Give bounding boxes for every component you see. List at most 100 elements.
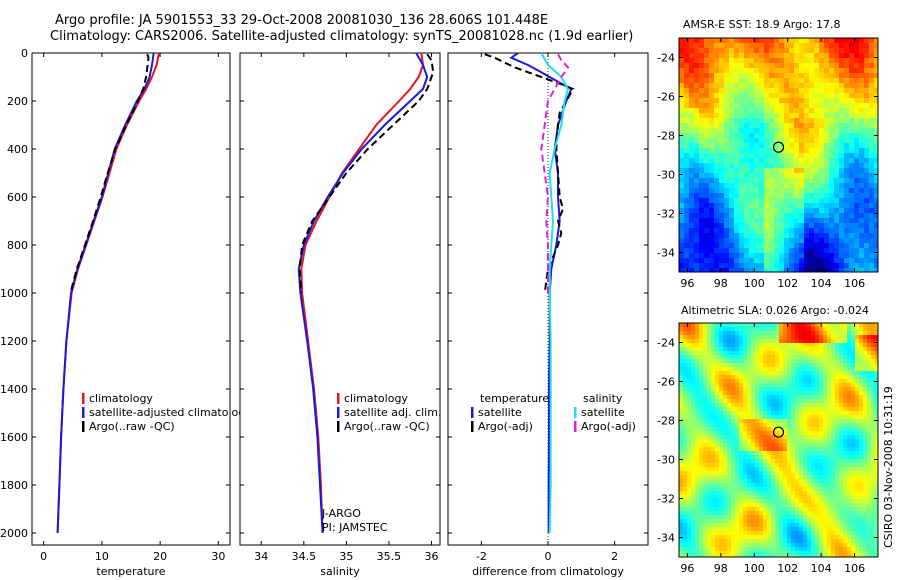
sla-map-cell <box>863 527 868 532</box>
sst-map-cell <box>754 263 760 269</box>
salinity-xtick-label: 35.5 <box>377 550 402 563</box>
sla-map-cell <box>835 423 840 428</box>
sst-map-cell <box>814 148 820 154</box>
sla-map-cell <box>763 547 768 552</box>
sst-map-cell <box>724 263 730 269</box>
sla-map-cell <box>711 551 716 556</box>
sst-map-cell <box>874 118 879 124</box>
sla-map-cell <box>795 427 800 432</box>
sst-map-cell <box>749 103 755 109</box>
sst-map-cell <box>719 48 725 54</box>
sst-map-cell <box>714 233 720 239</box>
sst-map-cell <box>744 68 750 74</box>
sst-map-cell <box>799 133 805 139</box>
sla-map-cell <box>691 387 696 392</box>
sst-map-cell <box>779 263 785 269</box>
sst-map-cell <box>734 208 740 214</box>
sst-map-cell <box>834 38 840 44</box>
sla-map-cell <box>739 323 744 328</box>
sla-map-cell <box>771 443 776 448</box>
sla-map-cell <box>699 515 704 520</box>
sst-map-cell <box>714 263 720 269</box>
sst-map-cell <box>779 208 785 214</box>
sla-map-cell <box>775 399 780 404</box>
sla-map-cell <box>851 403 856 408</box>
sst-map-cell <box>714 213 720 219</box>
sla-map-cell <box>771 491 776 496</box>
sst-map-cell <box>874 98 879 104</box>
sst-map-cell <box>789 183 795 189</box>
sst-map-cell <box>749 123 755 129</box>
sla-map-cell <box>871 491 876 496</box>
temperature-legend-swatch <box>82 421 85 432</box>
sla-map-cell <box>799 387 804 392</box>
sla-map-cell <box>807 323 812 328</box>
sla-map-cell <box>867 367 872 372</box>
sla-map-cell <box>687 447 692 452</box>
sst-map-cell <box>684 148 690 154</box>
sla-map-cell <box>807 495 812 500</box>
sla-map-cell <box>771 359 776 364</box>
sst-map-cell <box>814 233 820 239</box>
sst-map-cell <box>689 253 695 259</box>
sla-map-cell <box>839 383 844 388</box>
sla-map-cell <box>799 407 804 412</box>
sst-map-cell <box>754 218 760 224</box>
sla-map-cell <box>735 443 740 448</box>
sla-map-cell <box>787 511 792 516</box>
sst-map-cell <box>809 188 815 194</box>
sst-map-cell <box>709 193 715 199</box>
sla-map-cell <box>871 327 876 332</box>
sla-map-cell <box>727 407 732 412</box>
sla-map-cell <box>687 415 692 420</box>
sla-map-cell <box>687 483 692 488</box>
sst-map-cell <box>724 93 730 99</box>
sst-map-cell <box>724 43 730 49</box>
sst-map-cell <box>834 203 840 209</box>
sla-map-cell <box>727 491 732 496</box>
sst-map-cell <box>774 233 780 239</box>
sla-map-cell <box>723 531 728 536</box>
sla-map-cell <box>699 555 704 558</box>
sla-map-cell <box>859 347 864 352</box>
sst-map-cell <box>844 83 850 89</box>
sla-map-cell <box>787 375 792 380</box>
sla-map-cell <box>875 443 879 448</box>
sla-map-cell <box>771 399 776 404</box>
sst-map-cell <box>754 243 760 249</box>
sla-map-cell <box>855 359 860 364</box>
sla-map-cell <box>739 331 744 336</box>
difference-xlabel: difference from climatology <box>472 565 624 578</box>
sla-map-cell <box>731 439 736 444</box>
sla-map-cell <box>867 455 872 460</box>
sst-map-cell <box>779 58 785 64</box>
sla-map-cell <box>691 547 696 552</box>
sla-map-cell <box>807 355 812 360</box>
sla-map-cell <box>779 403 784 408</box>
sla-map-cell <box>683 427 688 432</box>
sla-map-cell <box>843 463 848 468</box>
sla-map-cell <box>843 427 848 432</box>
sla-map-cell <box>687 335 692 340</box>
sla-map-cell <box>695 431 700 436</box>
sla-map-cell <box>779 387 784 392</box>
sla-map-cell <box>739 531 744 536</box>
sst-map-cell <box>874 38 879 44</box>
sla-map-cell <box>835 411 840 416</box>
sla-map-cell <box>787 355 792 360</box>
sla-map-cell <box>823 383 828 388</box>
sla-map-cell <box>703 363 708 368</box>
sst-map-cell <box>784 158 790 164</box>
sst-map-cell <box>744 178 750 184</box>
sst-map-cell <box>734 203 740 209</box>
sla-map-cell <box>699 519 704 524</box>
sst-map-cell <box>729 43 735 49</box>
sst-map-cell <box>809 48 815 54</box>
sst-map-cell <box>839 218 845 224</box>
sla-map-cell <box>795 447 800 452</box>
depth-tick-label: 1200 <box>0 335 28 348</box>
sla-map-cell <box>703 543 708 548</box>
sla-map-cell <box>703 511 708 516</box>
sla-map-cell <box>783 335 788 340</box>
sla-map-cell <box>707 479 712 484</box>
